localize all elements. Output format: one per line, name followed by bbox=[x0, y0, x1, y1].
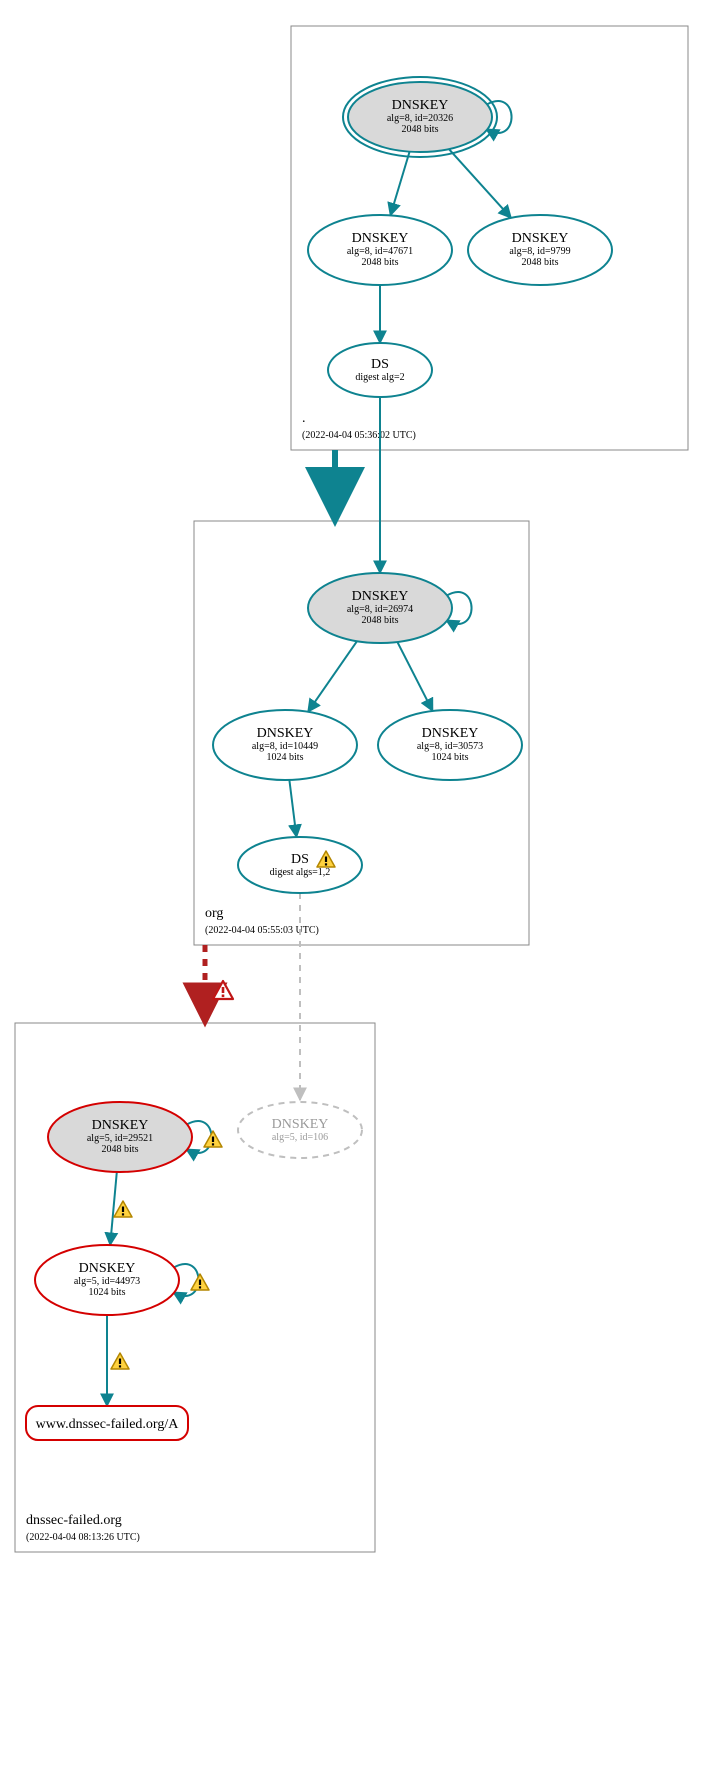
warning-icon bbox=[191, 1274, 209, 1290]
edge bbox=[110, 1172, 117, 1245]
node-title: DNSKEY bbox=[92, 1118, 149, 1133]
node-root_zsk1: DNSKEYalg=8, id=476712048 bits bbox=[308, 215, 452, 285]
node-line3: 1024 bits bbox=[432, 752, 469, 763]
node-org_zsk2: DNSKEYalg=8, id=305731024 bits bbox=[378, 710, 522, 780]
node-title: DNSKEY bbox=[512, 231, 569, 246]
node-line3: 1024 bits bbox=[89, 1287, 126, 1298]
edge bbox=[449, 149, 511, 218]
zone-timestamp: (2022-04-04 05:55:03 UTC) bbox=[205, 925, 319, 936]
edge bbox=[390, 152, 409, 216]
node-title: DNSKEY bbox=[352, 231, 409, 246]
node-org_zsk1: DNSKEYalg=8, id=104491024 bits bbox=[213, 710, 357, 780]
node-org_ksk: DNSKEYalg=8, id=269742048 bits bbox=[308, 573, 452, 643]
dnssec-diagram: . (2022-04-04 05:36:02 UTC) org (2022-04-04… bbox=[0, 0, 707, 1772]
node-org_ds: DSdigest algs=1,2 bbox=[238, 837, 362, 893]
node-title: DNSKEY bbox=[257, 726, 314, 741]
node-fail_ghost: DNSKEYalg=5, id=106 bbox=[238, 1102, 362, 1158]
node-line3: 2048 bits bbox=[102, 1144, 139, 1155]
zone-timestamp: (2022-04-04 08:13:26 UTC) bbox=[26, 1532, 140, 1543]
node-root_ksk: DNSKEYalg=8, id=203262048 bits bbox=[343, 77, 497, 157]
node-title: DNSKEY bbox=[352, 589, 409, 604]
node-fail_zsk: DNSKEYalg=5, id=449731024 bits bbox=[35, 1245, 179, 1315]
node-title: DNSKEY bbox=[272, 1117, 329, 1132]
zone-label: dnssec-failed.org bbox=[26, 1513, 122, 1528]
warning-icon bbox=[111, 1353, 129, 1369]
node-root_zsk2: DNSKEYalg=8, id=97992048 bits bbox=[468, 215, 612, 285]
node-title: DNSKEY bbox=[422, 726, 479, 741]
zone-label: org bbox=[205, 906, 223, 921]
node-fail_ksk: DNSKEYalg=5, id=295212048 bits bbox=[48, 1102, 192, 1172]
edge bbox=[308, 641, 357, 712]
node-title: DS bbox=[291, 852, 309, 867]
node-title: DNSKEY bbox=[392, 98, 449, 113]
node-line2: alg=8, id=47671 bbox=[347, 246, 413, 257]
node-line3: 1024 bits bbox=[267, 752, 304, 763]
node-line2: digest alg=2 bbox=[355, 372, 404, 383]
warning-icon bbox=[114, 1201, 132, 1217]
node-line2: alg=8, id=20326 bbox=[387, 113, 453, 124]
node-line2: digest algs=1,2 bbox=[270, 867, 331, 878]
zone-timestamp: (2022-04-04 05:36:02 UTC) bbox=[302, 430, 416, 441]
node-line2: alg=8, id=30573 bbox=[417, 741, 483, 752]
error-icon bbox=[213, 981, 233, 999]
node-line3: 2048 bits bbox=[522, 257, 559, 268]
node-title: www.dnssec-failed.org/A bbox=[36, 1417, 180, 1432]
node-title: DS bbox=[371, 357, 389, 372]
edge bbox=[397, 642, 432, 711]
edge bbox=[289, 780, 296, 837]
zone-label: . bbox=[302, 411, 306, 426]
node-line2: alg=5, id=44973 bbox=[74, 1276, 140, 1287]
node-line3: 2048 bits bbox=[402, 124, 439, 135]
node-line2: alg=8, id=26974 bbox=[347, 604, 413, 615]
node-line2: alg=5, id=106 bbox=[272, 1132, 328, 1143]
node-line2: alg=8, id=9799 bbox=[509, 246, 570, 257]
node-line3: 2048 bits bbox=[362, 257, 399, 268]
node-line2: alg=8, id=10449 bbox=[252, 741, 318, 752]
node-title: DNSKEY bbox=[79, 1261, 136, 1276]
node-line2: alg=5, id=29521 bbox=[87, 1133, 153, 1144]
node-line3: 2048 bits bbox=[362, 615, 399, 626]
node-root_ds: DSdigest alg=2 bbox=[328, 343, 432, 397]
warning-icon bbox=[204, 1131, 222, 1147]
node-fail_rr: www.dnssec-failed.org/A bbox=[26, 1406, 188, 1440]
